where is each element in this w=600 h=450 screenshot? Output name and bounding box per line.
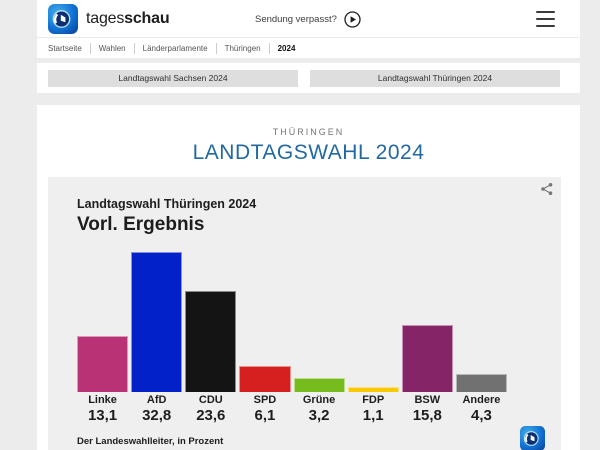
bar-label-grüne: Grüne 3,2 [294, 394, 345, 424]
bar-spd [239, 366, 291, 392]
party-value: 1,1 [362, 407, 384, 424]
breadcrumb-2024[interactable]: 2024 [277, 43, 296, 53]
page-column: tagesschau Sendung verpasst? Startseite … [37, 0, 580, 450]
bar-grüne [293, 378, 345, 392]
party-name: AfD [146, 394, 167, 406]
bar-label-andere: Andere 4,3 [456, 394, 507, 424]
site-header: tagesschau Sendung verpasst? Startseite … [37, 0, 580, 58]
missed-broadcast-label: Sendung verpasst? [255, 13, 337, 25]
chart-subtitle: Vorl. Ergebnis [77, 214, 205, 235]
breadcrumb-laenderparlamente[interactable]: Länderparlamente [142, 43, 208, 53]
breadcrumb-wahlen[interactable]: Wahlen [98, 43, 126, 53]
header-top-row: tagesschau Sendung verpasst? [37, 0, 580, 38]
party-value: 15,8 [412, 407, 442, 424]
brand-wordmark: tagesschau [86, 10, 170, 27]
thueringen-2024-button[interactable]: Landtagswahl Thüringen 2024 [310, 69, 560, 87]
party-value: 4,3 [471, 407, 492, 424]
breadcrumb: Startseite Wahlen Länderparlamente Thüri… [37, 38, 580, 58]
breadcrumb-thueringen[interactable]: Thüringen [224, 43, 261, 53]
bar-bsw [401, 325, 453, 392]
share-icon[interactable] [540, 182, 554, 196]
breadcrumb-separator [133, 42, 135, 54]
bar-linke [77, 336, 129, 392]
breadcrumb-separator [215, 42, 217, 54]
breadcrumb-separator [89, 42, 91, 54]
party-value: 23,6 [196, 407, 226, 424]
missed-broadcast[interactable]: Sendung verpasst? [255, 0, 361, 38]
tagesschau-logo-icon [48, 4, 78, 34]
bar-afd [131, 252, 183, 392]
sachsen-2024-button[interactable]: Landtagswahl Sachsen 2024 [48, 69, 298, 87]
bar-label-spd: SPD 6,1 [239, 394, 290, 424]
bar-label-afd: AfD 32,8 [131, 394, 182, 424]
page-kicker: THÜRINGEN [272, 127, 345, 137]
chart-source: Der Landeswahlleiter, in Prozent [77, 436, 224, 447]
party-name: Grüne [302, 394, 336, 406]
bar-chart-labels: Linke 13,1 AfD 32,8 CDU 23,6 SPD 6,1 Grüne 3,2 FDP… [77, 394, 507, 424]
party-name: FDP [362, 394, 385, 406]
tagesschau-watermark-icon [520, 426, 545, 450]
bar-label-cdu: CDU 23,6 [185, 394, 236, 424]
result-chart-card: Landtagswahl Thüringen 2024 Vorl. Ergebn… [48, 177, 561, 450]
main-content: THÜRINGEN LANDTAGSWAHL 2024 Landtagswahl… [37, 105, 580, 450]
bar-label-linke: Linke 13,1 [77, 394, 128, 424]
bar-cdu [185, 291, 237, 392]
bar-label-fdp: FDP 1,1 [348, 394, 399, 424]
bar-fdp [347, 387, 399, 392]
bar-chart-bars [77, 252, 507, 392]
play-icon[interactable] [344, 10, 361, 28]
party-value: 13,1 [87, 407, 118, 424]
party-value: 32,8 [142, 407, 172, 424]
party-name: BSW [414, 394, 441, 406]
section-gap [37, 93, 580, 105]
party-value: 3,2 [308, 407, 330, 424]
tagesschau-brand[interactable]: tagesschau [48, 4, 170, 34]
party-name: Linke [88, 394, 117, 406]
page-title: LANDTAGSWAHL 2024 [192, 141, 425, 164]
bar-andere [455, 374, 507, 392]
party-name: CDU [198, 394, 223, 406]
chart-title: Landtagswahl Thüringen 2024 [77, 197, 257, 211]
party-name: SPD [253, 394, 277, 406]
party-name: Andere [462, 394, 501, 406]
breadcrumb-startseite[interactable]: Startseite [48, 43, 82, 53]
bar-label-bsw: BSW 15,8 [402, 394, 453, 424]
menu-icon[interactable] [536, 11, 555, 27]
party-value: 6,1 [254, 407, 276, 424]
breadcrumb-separator [268, 42, 270, 54]
election-nav: Landtagswahl Sachsen 2024 Landtagswahl T… [37, 63, 580, 93]
